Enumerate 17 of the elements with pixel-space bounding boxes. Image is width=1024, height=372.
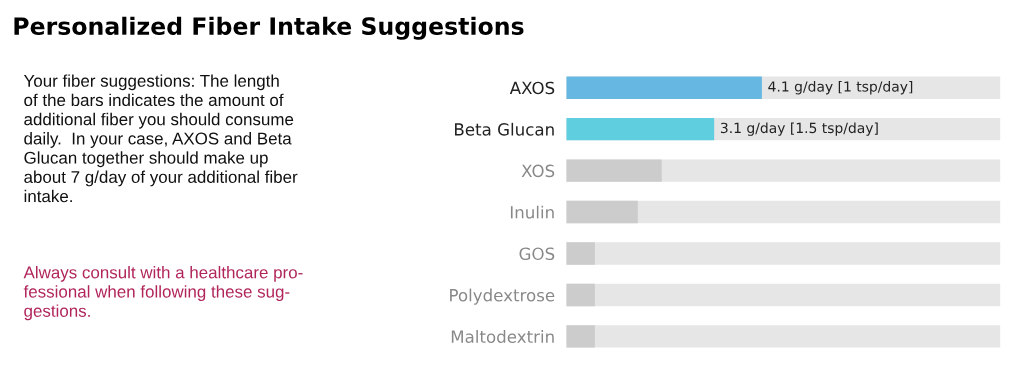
y-tick-label: Maltodextrin xyxy=(451,330,554,343)
y-tick-label: Inulin xyxy=(510,205,554,219)
bar xyxy=(566,200,638,224)
data-label: 4.1 g/day [1 tsp/day] xyxy=(768,80,913,95)
y-tick-label: AXOS xyxy=(509,81,555,95)
text: Your fiber suggestions: The length of the bars indicates the amount of additional fiber you should consume daily. In your case, AXOS and Beta Glucan together should make up about 7 g/day of your additional fiber intake. xyxy=(23,74,298,203)
y-tick-label: Beta Glucan xyxy=(455,122,554,136)
y-tick-label: Polydextrose xyxy=(450,288,555,305)
bar xyxy=(566,242,595,265)
bar xyxy=(566,159,662,182)
bar xyxy=(566,283,595,307)
text: Always consult with a healthcare pro- fessional when following these sug- gestions. xyxy=(23,265,303,321)
data-label: 3.1 g/day [1.5 tsp/day] xyxy=(720,122,878,136)
text: Personalized Fiber Intake Suggestions xyxy=(14,16,524,40)
bar xyxy=(566,325,595,348)
y-tick-label: XOS xyxy=(521,164,555,178)
y-tick-label: GOS xyxy=(519,247,555,261)
